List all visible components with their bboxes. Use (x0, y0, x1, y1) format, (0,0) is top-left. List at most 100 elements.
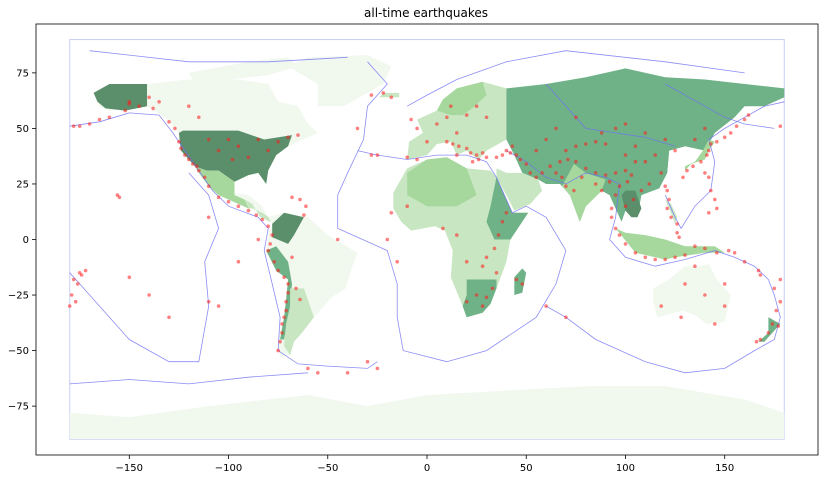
earthquake-point (445, 115, 449, 120)
earthquake-point (286, 282, 290, 286)
earthquake-point (474, 153, 479, 157)
chart-title: all-time earthquakes (364, 6, 488, 20)
earthquake-point (67, 304, 72, 308)
earthquake-point (484, 255, 489, 260)
earthquake-point (492, 246, 497, 251)
earthquake-point (514, 153, 519, 157)
earthquake-point (631, 197, 636, 202)
earthquake-point (772, 286, 777, 291)
earthquake-point (574, 159, 578, 164)
earthquake-point (405, 204, 410, 208)
earthquake-point (564, 184, 568, 188)
earthquake-point (675, 222, 679, 226)
earthquake-point (554, 126, 558, 131)
land-colombia-venezuela (272, 212, 304, 244)
earthquake-point (445, 139, 449, 144)
earthquake-point (633, 251, 638, 255)
earthquake-point (187, 157, 191, 162)
earthquake-point (643, 159, 648, 164)
land-horn-of-africa (486, 177, 529, 240)
land-usa (178, 130, 292, 184)
earthquake-point (548, 164, 552, 168)
earthquake-point (629, 173, 634, 177)
land-middle-east (496, 168, 543, 211)
y-tick-label: −75 (8, 402, 29, 413)
earthquake-point (726, 248, 731, 253)
plate-boundary-4 (69, 172, 220, 363)
earthquake-point (123, 108, 128, 113)
plate-boundary-2 (506, 150, 781, 374)
plate-boundary-0 (69, 112, 378, 369)
plate-boundary-5 (69, 372, 308, 385)
land-central-america (244, 199, 273, 222)
earthquake-point (560, 175, 564, 180)
earthquake-point (464, 259, 469, 264)
earthquake-point (500, 219, 505, 224)
earthquake-point (226, 199, 231, 204)
earthquake-point (732, 251, 737, 255)
earthquake-point (699, 159, 703, 164)
earthquake-point (415, 157, 419, 162)
earthquake-point (115, 193, 120, 197)
earthquake-point (693, 137, 697, 142)
earthquake-point (206, 184, 211, 188)
earthquake-point (603, 142, 608, 146)
earthquake-point (474, 293, 479, 297)
earthquake-point (528, 171, 532, 175)
plate-boundary-7 (545, 83, 676, 147)
earthquake-point (709, 142, 713, 146)
earthquake-point (286, 291, 290, 295)
land-southeast-asia (621, 190, 642, 218)
earthquake-point (206, 137, 211, 142)
earthquake-point (770, 322, 775, 326)
earthquake-point (722, 304, 727, 308)
earthquake-point (455, 153, 459, 157)
earthquake-point (480, 304, 485, 308)
earthquake-point (746, 113, 751, 117)
earthquake-point (290, 195, 294, 200)
earthquake-point (534, 175, 538, 180)
earthquake-point (87, 122, 92, 126)
earthquake-point (226, 137, 231, 142)
earthquake-point (157, 100, 161, 104)
earthquake-point (659, 304, 663, 308)
earthquake-point (470, 159, 475, 164)
earthquake-point (345, 371, 350, 375)
earthquake-point (703, 246, 707, 251)
earthquake-point (282, 315, 286, 320)
earthquake-point (639, 188, 644, 193)
earthquake-point (167, 120, 171, 124)
earthquake-point (504, 148, 509, 153)
earthquake-point (544, 304, 548, 308)
earthquake-point (742, 259, 747, 264)
earthquake-point (302, 213, 306, 217)
earthquake-point (71, 124, 76, 128)
earthquake-point (734, 124, 739, 128)
earthquake-point (375, 366, 380, 371)
earthquake-point (236, 144, 241, 148)
earthquake-point (298, 297, 302, 302)
earthquake-point (663, 137, 667, 142)
earthquake-point (395, 259, 400, 264)
earthquake-point (173, 126, 177, 131)
earthquake-point (405, 155, 410, 160)
earthquake-point (75, 282, 80, 286)
land-madagascar (514, 268, 527, 295)
earthquake-point (623, 122, 628, 126)
earthquake-point (177, 139, 181, 144)
earthquake-point (524, 162, 528, 166)
y-tick-label: 50 (16, 124, 29, 135)
earthquake-point (127, 100, 132, 104)
earthquake-point (633, 159, 638, 164)
earthquake-point (564, 148, 568, 153)
land-europe (407, 81, 507, 160)
earthquake-point (298, 197, 302, 202)
earthquake-point (653, 257, 657, 262)
earthquake-point (584, 142, 588, 146)
earthquake-point (73, 299, 78, 304)
earthquake-point (707, 175, 711, 180)
earthquake-point (490, 286, 495, 291)
earthquake-point (147, 95, 151, 100)
earthquake-point (455, 131, 459, 135)
